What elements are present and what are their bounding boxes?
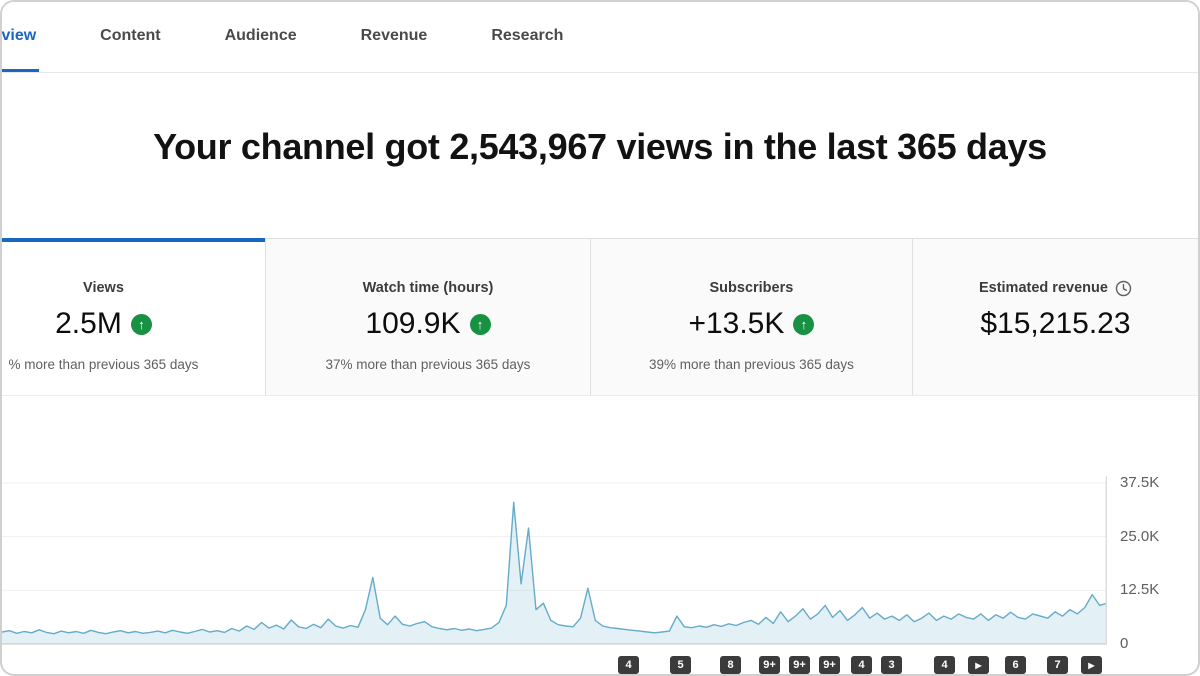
tab-audience[interactable]: Audience xyxy=(222,2,300,72)
card-subtitle-subscribers: 39% more than previous 365 days xyxy=(648,357,854,372)
tab-overview[interactable]: Overview xyxy=(1,2,40,72)
card-value-estimated-revenue: $15,215.23 xyxy=(980,307,1131,340)
video-count-marker[interactable]: 8 xyxy=(720,656,741,674)
video-play-marker[interactable]: ▶ xyxy=(968,656,989,674)
trend-up-icon: ↑ xyxy=(130,313,152,335)
video-count-marker[interactable]: 3 xyxy=(881,656,902,674)
video-count-marker[interactable]: 4 xyxy=(934,656,955,674)
card-value-views: 2.5M xyxy=(55,307,122,340)
metric-card-watch-time[interactable]: Watch time (hours) 109.9K ↑ 37% more tha… xyxy=(264,238,590,395)
card-title-views: Views xyxy=(83,280,124,296)
tab-research[interactable]: Research xyxy=(488,2,566,72)
tab-revenue-label: Revenue xyxy=(360,26,428,44)
metric-card-subscribers[interactable]: Subscribers +13.5K ↑ 39% more than previ… xyxy=(589,238,912,395)
y-axis-tick: 12.5K xyxy=(1120,581,1160,599)
video-markers-row: 4 5 8 9+ 9+ 9+ 4 3 4 ▶ 6 7 ▶ xyxy=(2,656,1198,674)
tab-content-label: Content xyxy=(100,26,161,44)
y-axis-tick: 25.0K xyxy=(1120,527,1160,545)
y-axis-tick: 37.5K xyxy=(1120,474,1160,491)
tab-overview-label: Overview xyxy=(1,26,37,44)
video-count-marker[interactable]: 9+ xyxy=(819,656,840,674)
chart-canvas xyxy=(2,476,1107,645)
video-count-marker[interactable]: 4 xyxy=(618,656,639,674)
video-count-marker[interactable]: 9+ xyxy=(759,656,780,674)
trend-up-icon: ↑ xyxy=(793,313,815,335)
metric-card-views[interactable]: Views 2.5M ↑ % more than previous 365 da… xyxy=(2,238,265,395)
y-axis-tick: 0 xyxy=(1120,635,1129,652)
card-subtitle-views: % more than previous 365 days xyxy=(8,357,199,372)
channel-views-headline: Your channel got 2,543,967 views in the … xyxy=(153,126,1047,167)
video-count-marker[interactable]: 6 xyxy=(1005,656,1026,674)
tab-content[interactable]: Content xyxy=(97,2,163,72)
trend-up-icon: ↑ xyxy=(469,313,491,335)
chart-area-fill xyxy=(2,502,1107,644)
card-value-subscribers: +13.5K xyxy=(688,307,785,340)
views-over-time-chart[interactable]: 37.5K 25.0K 12.5K 0 xyxy=(2,448,1198,652)
card-title-subscribers: Subscribers xyxy=(709,280,794,296)
card-title-estimated-revenue: Estimated revenue xyxy=(978,280,1108,296)
video-count-marker[interactable]: 4 xyxy=(851,656,872,674)
card-subtitle-watch-time: 37% more than previous 365 days xyxy=(325,357,531,372)
video-count-marker[interactable]: 5 xyxy=(670,656,691,674)
tab-revenue[interactable]: Revenue xyxy=(358,2,431,72)
clock-icon xyxy=(1115,280,1132,296)
metric-card-estimated-revenue[interactable]: Estimated revenue $15,215.23 xyxy=(911,238,1198,395)
tab-research-label: Research xyxy=(491,26,564,44)
video-count-marker[interactable]: 7 xyxy=(1047,656,1068,674)
chart-line xyxy=(2,501,1107,635)
video-count-marker[interactable]: 9+ xyxy=(789,656,810,674)
video-play-marker[interactable]: ▶ xyxy=(1081,656,1102,674)
card-value-watch-time: 109.9K xyxy=(365,307,461,340)
card-title-watch-time: Watch time (hours) xyxy=(362,280,494,296)
chart-gridlines xyxy=(2,482,1107,645)
analytics-tab-bar: Overview Content Audience Revenue Resear… xyxy=(2,2,1198,73)
tab-audience-label: Audience xyxy=(224,26,297,44)
metric-cards-row: Views 2.5M ↑ % more than previous 365 da… xyxy=(2,238,1198,396)
